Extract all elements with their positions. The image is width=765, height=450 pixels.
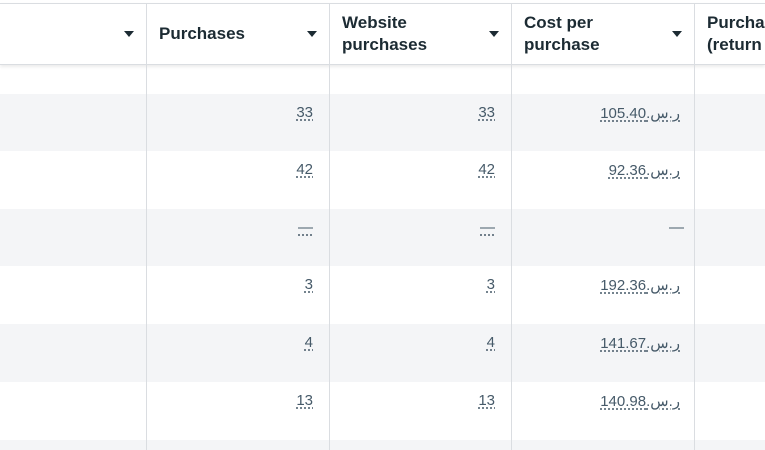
sort-caret-icon[interactable] [124,31,134,37]
purchases-value: 42 [296,161,313,178]
column-divider[interactable] [329,3,330,450]
website-purchases-value: 42 [478,161,495,178]
purchases-cell: 4 [305,334,313,351]
column-header-website-purchases[interactable]: Website purchases [329,4,511,64]
purchases-value: 33 [296,104,313,121]
cost-per-purchase-cell: 192.36ر.س. [600,276,680,294]
sort-caret-icon[interactable] [489,31,499,37]
column-divider[interactable] [511,3,512,450]
cost-per-purchase-cell: 105.40ر.س. [600,104,680,122]
cost-per-purchase-cell: 141.67ر.س. [600,334,680,352]
currency-symbol: ر.س. [646,277,680,294]
website-purchases-cell: — [480,219,495,236]
currency-symbol: ر.س. [646,393,680,410]
table-row[interactable]: 33 33 105.40ر.س. [0,94,765,151]
table-row[interactable]: 13 13 140.98ر.س. [0,382,765,440]
purchases-value: 13 [296,392,313,409]
purchases-value: 3 [304,276,313,293]
column-label: Website purchases [342,13,428,54]
cost-per-purchase-cell: — [669,219,684,236]
purchases-cell: 33 [296,104,313,121]
purchases-cell: 42 [296,161,313,178]
website-purchases-value: 33 [478,104,495,121]
column-header-purchases-return[interactable]: Purchases (return [694,4,765,64]
table-row[interactable]: 3 3 192.36ر.س. [0,266,765,324]
column-header-previous[interactable] [0,4,146,64]
website-purchases-value: 3 [486,276,495,293]
column-header-cost-per-purchase[interactable]: Cost per purchase [511,4,694,64]
table-row[interactable]: 4 4 141.67ر.س. [0,324,765,382]
cost-per-purchase-value: 105.40 [600,105,647,122]
currency-symbol: ر.س. [646,162,680,179]
cost-per-purchase-value: 140.98 [600,393,647,410]
website-purchases-value: 13 [478,392,495,409]
column-label: Cost per purchase [524,13,600,54]
cost-per-purchase-value: 141.67 [600,335,647,352]
table-row[interactable]: — — — [0,209,765,266]
website-purchases-value: — [480,219,495,236]
cost-per-purchase-cell: 92.36ر.س. [609,161,680,179]
cost-per-purchase-value: 192.36 [600,277,647,294]
column-divider[interactable] [694,3,695,450]
sort-caret-icon[interactable] [307,31,317,37]
table-header: Purchases Website purchases Cost per pur… [0,3,765,65]
purchases-cell: 13 [296,392,313,409]
currency-symbol: ر.س. [646,335,680,352]
website-purchases-cell: 3 [487,276,495,293]
website-purchases-cell: 42 [478,161,495,178]
purchases-cell: — [298,219,313,236]
purchases-value: 4 [304,334,313,351]
website-purchases-value: 4 [486,334,495,351]
cost-per-purchase-cell: 140.98ر.س. [600,392,680,410]
column-label: Purchases [159,24,245,43]
purchases-cell: 3 [305,276,313,293]
sort-caret-icon[interactable] [672,31,682,37]
website-purchases-cell: 33 [478,104,495,121]
column-divider[interactable] [146,3,147,450]
currency-symbol: ر.س. [646,105,680,122]
website-purchases-cell: 13 [478,392,495,409]
purchases-value: — [298,219,313,236]
table-row[interactable]: 42 42 92.36ر.س. [0,151,765,209]
website-purchases-cell: 4 [487,334,495,351]
cost-per-purchase-value: — [669,219,684,236]
column-header-purchases[interactable]: Purchases [146,4,329,64]
cost-per-purchase-value: 92.36 [608,162,647,179]
table-row[interactable] [0,440,765,450]
column-label: Purchases (return [707,13,765,54]
